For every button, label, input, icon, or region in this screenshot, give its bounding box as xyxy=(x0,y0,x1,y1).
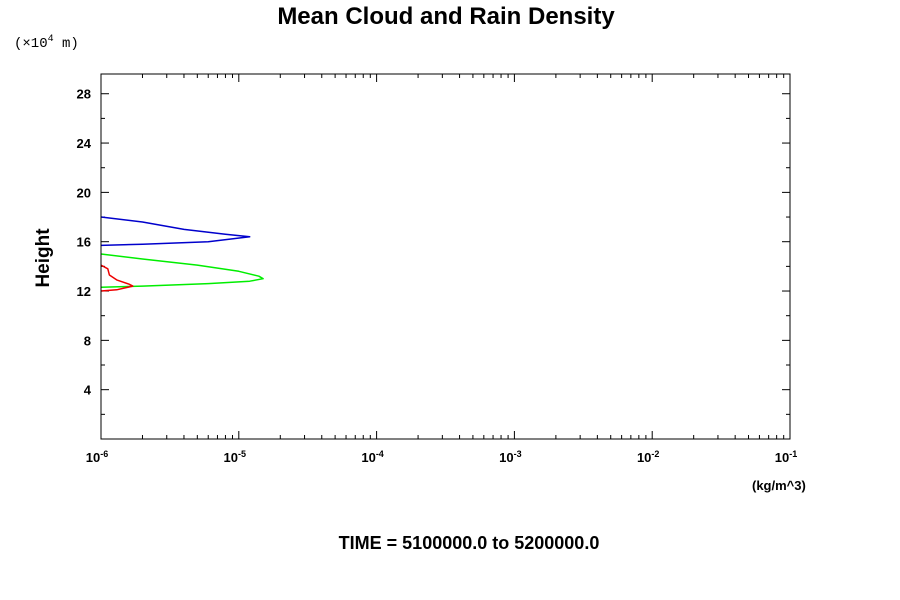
y-tick-label: 24 xyxy=(77,136,92,151)
y-tick-label: 16 xyxy=(77,235,91,250)
y-tick-label: 12 xyxy=(77,284,91,299)
y-tick-label: 4 xyxy=(84,383,92,398)
y-axis-label: Height xyxy=(33,228,54,288)
y-tick-label: 20 xyxy=(77,185,91,200)
series-line-3 xyxy=(100,264,134,292)
x-tick-label: 10-5 xyxy=(224,449,246,465)
minor-ticks xyxy=(101,74,790,439)
x-tick-label: 10-3 xyxy=(499,449,521,465)
major-ticks xyxy=(101,74,790,439)
series-group xyxy=(100,216,264,292)
x-tick-label: 10-1 xyxy=(775,449,797,465)
y-scale-label: (×104 m) xyxy=(14,34,79,52)
plot-frame xyxy=(100,73,791,440)
y-tick-label: 28 xyxy=(77,87,91,102)
series-line-2 xyxy=(100,253,264,289)
y-tick-label: 8 xyxy=(84,333,91,348)
y-tick-labels: 4 8 12 16 20 24 28 xyxy=(77,87,92,398)
chart-title: Mean Cloud and Rain Density xyxy=(277,3,615,30)
x-tick-label: 10-4 xyxy=(361,449,383,465)
series-line-1 xyxy=(100,216,251,247)
x-tick-label: 10-6 xyxy=(86,449,108,465)
x-axis-unit-label: (kg/m^3) xyxy=(752,478,806,493)
x-tick-labels: 10-6 10-5 10-4 10-3 10-2 10-1 xyxy=(86,449,797,465)
x-tick-label: 10-2 xyxy=(637,449,659,465)
time-range-label: TIME = 5100000.0 to 5200000.0 xyxy=(339,533,600,553)
